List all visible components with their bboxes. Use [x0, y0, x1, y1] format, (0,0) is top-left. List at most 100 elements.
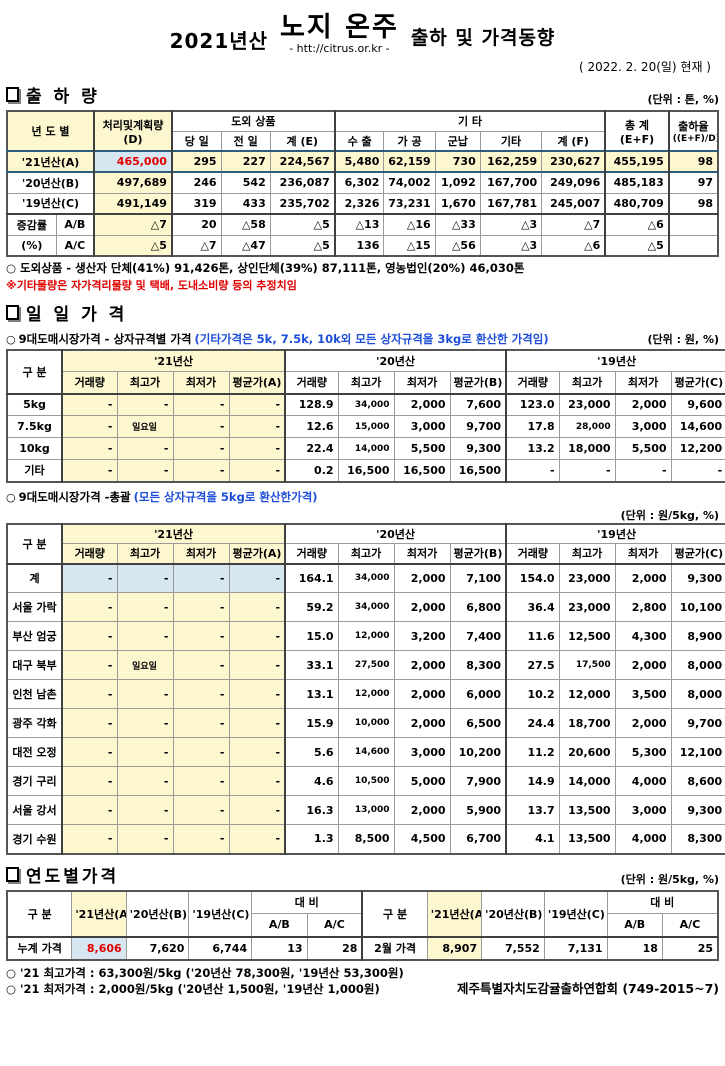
cell-prev: 227 — [220, 150, 271, 173]
th-total-sub: (E+F) — [619, 132, 655, 146]
cell-avg-a: - — [228, 563, 287, 594]
cell-sum-e: △5 — [269, 213, 336, 236]
cell-etc: 167,781 — [479, 192, 543, 215]
cell-today: 295 — [171, 150, 222, 173]
cell-avg-b: 9,300 — [449, 437, 508, 461]
cell-low-21: - — [172, 737, 230, 768]
cell-export: 6,302 — [334, 171, 385, 194]
cell-low-20: 3,000 — [393, 415, 451, 439]
cell-vol-19: 27.5 — [505, 650, 560, 681]
section-marker-icon — [6, 866, 19, 882]
cell-vol-21: - — [61, 592, 118, 623]
th-gubun-left: 구 분 — [6, 890, 73, 938]
cell-rate: 97 — [668, 171, 719, 194]
cell-vol-19: 154.0 — [505, 563, 560, 594]
th-vol-20: 거래량 — [284, 371, 339, 395]
cell-low-20: 5,500 — [393, 437, 451, 461]
cell-avg-b: 8,300 — [449, 650, 508, 681]
th-ac-left: A/C — [306, 913, 364, 938]
cell-vol-19: 123.0 — [505, 393, 560, 417]
cell-today: 319 — [171, 192, 222, 215]
cell-high-21: - — [116, 795, 174, 826]
cell-avg-b: 7,100 — [449, 563, 508, 594]
cell-vol-20: 12.6 — [284, 415, 339, 439]
table-row: '21년산(A) 465,000 295 227 224,567 5,480 6… — [6, 150, 719, 173]
document-footer: ○ '21 최고가격 : 63,300원/5kg ('20년산 78,300원,… — [6, 965, 719, 998]
cell-row-label: 서울 가락 — [6, 592, 63, 623]
cell-vol-21: - — [61, 459, 118, 483]
cell-low-20: 2,000 — [393, 592, 451, 623]
section-unit-shipment: (단위 : 톤, %) — [647, 93, 719, 106]
cell-avg-b: 7,900 — [449, 766, 508, 797]
cell-label-right: 2월 가격 — [361, 936, 428, 961]
table-header-row: 구 분 '21년산 '20년산 '19년산 가격대비 — [6, 349, 725, 395]
cell-today: 246 — [171, 171, 222, 194]
subsection-paren-box: (기타가격은 5k, 7.5k, 10k외 모든 상자규격을 3kg로 환산한 … — [194, 331, 549, 346]
subsection-paren-overall: (모든 상자규격을 5kg로 환산한가격) — [133, 489, 318, 504]
cell-row-label: 대구 북부 — [6, 650, 63, 681]
th-vol-21: 거래량 — [61, 543, 118, 565]
cell-high-20: 8,500 — [337, 824, 395, 855]
bullet-circle-icon: ○ — [6, 332, 16, 346]
subsection-unit-overall: (단위 : 원/5kg, %) — [620, 508, 719, 522]
th-gubun: 구 분 — [6, 523, 63, 565]
cell-vol-19: 13.2 — [505, 437, 560, 461]
cell-vol-20: 22.4 — [284, 437, 339, 461]
cell-high-21: - — [116, 679, 174, 710]
th-low-20: 최저가 — [393, 543, 451, 565]
section-yearly-price-header: 연도별가격 (단위 : 원/5kg, %) — [6, 862, 719, 887]
cell-sum-e: △5 — [269, 234, 336, 257]
cell-high-21: - — [116, 393, 174, 417]
cell-vol-21: - — [61, 708, 118, 739]
cell-low-20: 2,000 — [393, 679, 451, 710]
cell-year-label: '21년산(A) — [6, 150, 96, 173]
cell-low-21: - — [172, 393, 230, 417]
th-rate-main: 출하율 — [678, 120, 709, 133]
table-row-growth: (%) A/C △5 △7 △47 △5 136 △15 △56 △3 △6 △… — [6, 234, 719, 257]
cell-avg-c: 8,600 — [670, 766, 725, 797]
organization-name: 제주특별자치도감귤출하연합회 (749-2015~7) — [456, 980, 719, 996]
cell-low-20: 3,000 — [393, 737, 451, 768]
cell-etc: 167,700 — [479, 171, 543, 194]
cell-avg-c: 8,000 — [670, 679, 725, 710]
cell-avg-c: 9,300 — [670, 795, 725, 826]
cell-high-19: 18,700 — [558, 708, 616, 739]
footnote-max-price: ○ '21 최고가격 : 63,300원/5kg ('20년산 78,300원,… — [6, 965, 404, 980]
cell-military: △56 — [434, 234, 481, 257]
th-y20-right: '20년산(B) — [481, 890, 545, 938]
cell-high-20: 14,000 — [337, 437, 395, 461]
cell-low-19: 2,800 — [614, 592, 672, 623]
th-high-21: 최고가 — [116, 371, 174, 395]
cell-avg-a: - — [228, 437, 287, 461]
cell-high-21: - — [116, 824, 174, 855]
cell-avg-b: 7,600 — [449, 393, 508, 417]
title-url: - htt://citrus.or.kr - — [289, 42, 390, 55]
cell-high-19: 18,000 — [558, 437, 616, 461]
th-high-20: 최고가 — [337, 371, 395, 395]
cell-vol-21: - — [61, 766, 118, 797]
cell-sum-e: 224,567 — [269, 150, 336, 173]
cell-y20-right: 7,552 — [481, 936, 545, 961]
th-vol-19: 거래량 — [505, 543, 560, 565]
cell-low-20: 5,000 — [393, 766, 451, 797]
cell-vol-19: 10.2 — [505, 679, 560, 710]
cell-high-21: - — [116, 621, 174, 652]
cell-sum-e: 236,087 — [269, 171, 336, 194]
cell-avg-b: 6,700 — [449, 824, 508, 855]
cell-row-label: 5kg — [6, 393, 63, 417]
th-avg-c: 평균가(C) — [670, 543, 725, 565]
cell-military: △33 — [434, 213, 481, 236]
table-subheader-row: 거래량 최고가 최저가 평균가(A) 거래량 최고가 최저가 평균가(B) 거래… — [7, 371, 725, 395]
cell-avg-b: 6,500 — [449, 708, 508, 739]
subsection-overall-price-header: ○ 9대도매시장가격 -총괄 (모든 상자규격을 5kg로 환산한가격) — [6, 489, 719, 505]
cell-military: 730 — [434, 150, 481, 173]
subsection-label-overall: 9대도매시장가격 -총괄 — [18, 489, 131, 504]
cell-vol-20: 1.3 — [284, 824, 339, 855]
th-y19: '19년산 — [505, 523, 725, 545]
cell-plan: 497,689 — [93, 171, 173, 194]
cell-low-19: 4,000 — [614, 766, 672, 797]
cell-avg-c: 10,100 — [670, 592, 725, 623]
cell-avg-a: - — [228, 621, 287, 652]
cell-prev: △58 — [220, 213, 271, 236]
section-shipment-header: 출 하 량 (단위 : 톤, %) — [6, 82, 719, 107]
